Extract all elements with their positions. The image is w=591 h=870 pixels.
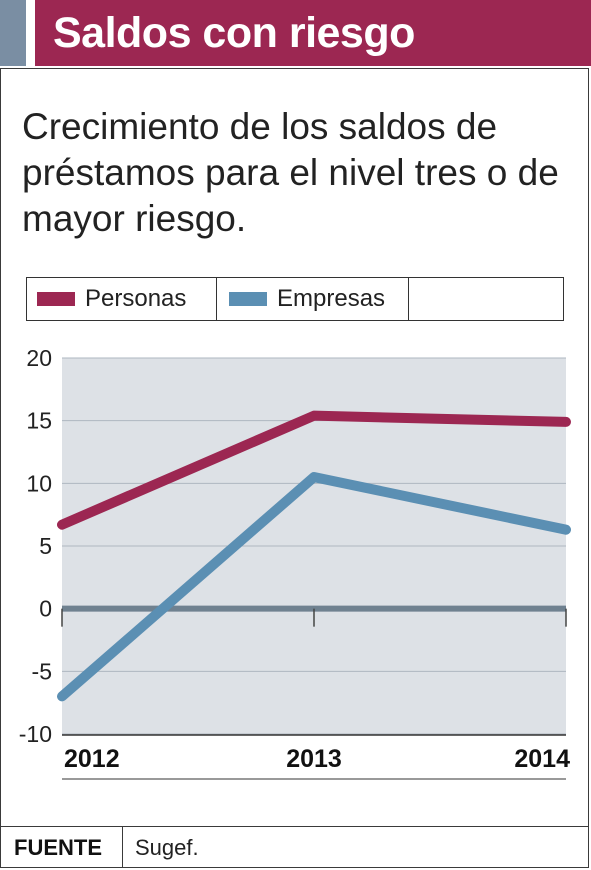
page-title: Saldos con riesgo — [35, 0, 591, 66]
line-chart: 20 15 10 5 0 -5 -10 2012 2013 2014 — [19, 345, 571, 780]
header-accent-bar — [0, 0, 26, 66]
legend-label-personas: Personas — [85, 285, 187, 312]
x-tick-label: 2014 — [514, 745, 570, 773]
y-tick-label: 5 — [39, 533, 52, 559]
y-tick-label: -10 — [19, 721, 52, 747]
legend-empty-cell — [409, 278, 563, 320]
legend-swatch-empresas — [229, 292, 267, 306]
content-frame — [0, 68, 589, 868]
legend-label-empresas: Empresas — [277, 285, 386, 312]
chart-subtitle: Crecimiento de los saldos de préstamos p… — [22, 106, 559, 239]
y-tick-label: -5 — [32, 658, 52, 684]
footer-label: FUENTE — [0, 827, 123, 868]
series-line-personas — [57, 410, 571, 530]
legend-swatch-personas — [37, 292, 75, 306]
series-line-empresas — [57, 472, 571, 702]
footer-source: Sugef. — [135, 834, 199, 860]
x-tick-label: 2013 — [286, 745, 342, 773]
y-tick-label: 0 — [39, 596, 52, 622]
footer: FUENTE Sugef. — [0, 826, 589, 868]
y-tick-label: 15 — [26, 408, 52, 434]
y-tick-label: 10 — [26, 470, 52, 496]
legend-item-empresas: Empresas — [217, 278, 409, 320]
y-tick-label: 20 — [26, 345, 52, 371]
legend-item-personas: Personas — [27, 278, 217, 320]
x-tick-label: 2012 — [64, 745, 120, 773]
chart-legend: Personas Empresas — [26, 277, 564, 321]
